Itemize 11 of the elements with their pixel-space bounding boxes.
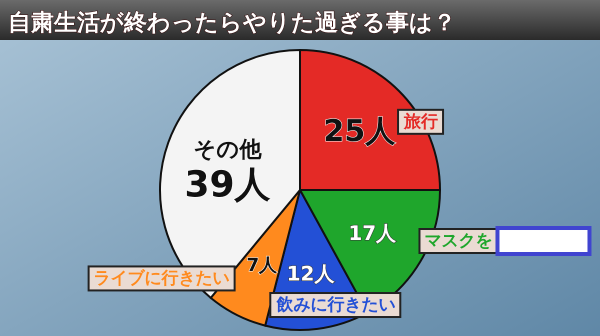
data-label: 25人 — [324, 114, 396, 150]
slice-label: その他 — [194, 138, 263, 163]
slice-label: 飲みに行きたい — [275, 295, 396, 316]
data-label: 7人 — [246, 255, 278, 276]
slice-label: ライブに行きたい — [94, 268, 230, 288]
slice-label: 旅行 — [403, 112, 438, 132]
data-label: 12人 — [286, 261, 336, 286]
slice-label: マスクを — [424, 231, 492, 252]
data-label: 39人 — [184, 164, 271, 206]
chart-title: 自粛生活が終わったらやりた過ぎる事は？ — [8, 10, 456, 36]
data-label: 17人 — [348, 220, 398, 245]
